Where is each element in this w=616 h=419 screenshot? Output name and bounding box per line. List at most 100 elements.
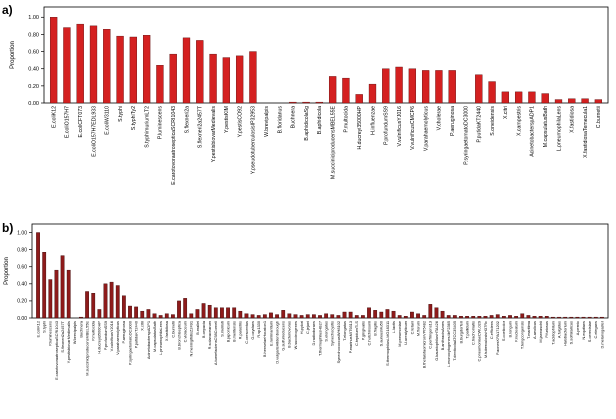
x-tick-label: H.ducreyi35000HP <box>97 321 102 354</box>
y-axis-label: Proportion <box>10 41 16 69</box>
bar <box>557 316 561 319</box>
bar <box>385 309 390 319</box>
x-tick-label: S.oneidensis <box>490 106 496 136</box>
x-tick-label: S.typhimuriumLT2 <box>144 106 150 148</box>
x-tick-label: M.capsulatusBath <box>152 321 157 352</box>
x-tick-label: X.fastidiosaTemecula1 <box>583 106 589 158</box>
x-tick-label: T.pallidum <box>464 321 469 339</box>
bar <box>489 315 494 319</box>
x-tick-label: C.tepidumTLS <box>354 321 359 346</box>
x-tick-label: X.fastidiosa <box>570 106 576 133</box>
x-tick-label: N.meningitidisZ2491 <box>189 321 194 356</box>
x-tick-label: AcinetobacterspADP1 <box>146 321 151 359</box>
bar <box>169 53 177 104</box>
x-tick-label: B.burgdorferi <box>458 321 463 344</box>
x-tick-label: S.thermophilusLMG18311 <box>385 321 390 366</box>
bar <box>275 314 279 319</box>
x-tick-label: P.putidaKT2440 <box>133 320 138 348</box>
x-tick-label: D.vulgarisHildenborough <box>274 321 279 364</box>
bar <box>222 57 231 104</box>
y-tick-label: 1.00 <box>17 230 27 236</box>
bar <box>140 310 145 319</box>
x-tick-label: C.crescentus <box>244 321 249 344</box>
x-tick-label: P.putidaKT2440 <box>477 106 483 143</box>
bar <box>196 40 204 104</box>
x-tick-label: P.multocida <box>344 106 350 133</box>
x-tick-label: P.gingivalis <box>360 321 365 340</box>
bar <box>232 307 237 319</box>
bar <box>189 313 194 319</box>
bar <box>134 306 139 319</box>
bar <box>328 76 337 104</box>
x-tick-label: M.succiniciproducensMBEL55E <box>330 105 336 178</box>
bar <box>520 313 525 319</box>
x-tick-label: E.ruminantium <box>268 321 273 346</box>
x-tick-label: C.elegans <box>593 321 598 339</box>
bar <box>368 83 377 104</box>
x-tick-label: S.flexneri2a2457T <box>198 105 204 148</box>
y-tick-label: 0.80 <box>17 247 27 253</box>
bar <box>391 310 396 319</box>
bar <box>195 309 200 319</box>
y-tick-label: 0.00 <box>28 101 39 107</box>
bar <box>85 291 89 319</box>
x-tick-label: V.vulnificusCMCP6 <box>410 106 416 150</box>
x-tick-label: R.solanacearum <box>207 321 212 349</box>
bar <box>397 315 402 319</box>
bar <box>238 310 243 319</box>
x-tick-label: Buchnera <box>291 106 297 128</box>
bar <box>594 99 603 104</box>
x-tick-label: P.luminescens <box>158 106 164 139</box>
bar <box>262 314 267 319</box>
bar <box>42 251 47 319</box>
x-tick-label: M.jannaschii <box>538 321 543 343</box>
x-tick-label: X.campestris <box>516 106 522 136</box>
x-tick-label: Synechocystis <box>330 321 335 346</box>
x-tick-label: E.carotovoraatrosepticaSCRI1043 <box>54 321 59 380</box>
bar <box>91 293 96 319</box>
panel-label: b) <box>2 221 13 235</box>
bar <box>488 81 496 104</box>
x-tick-label: W.succinogenes <box>293 321 298 349</box>
x-tick-label: T.elongatus <box>342 321 347 341</box>
x-tick-label: H.pylori <box>299 321 304 334</box>
x-tick-label: V.parahaemolyticus <box>423 106 429 151</box>
bar <box>235 55 244 104</box>
bar <box>249 51 257 104</box>
x-tick-label: D.radiodurans <box>311 321 316 345</box>
x-tick-label: G.sulfurreducens <box>281 321 286 351</box>
x-tick-label: A.pernix <box>575 321 580 335</box>
x-tick-label: E.coliO157H7 <box>65 106 71 138</box>
x-tick-label: P.furiosus <box>544 321 549 338</box>
x-tick-label: D.melanogaster <box>599 320 604 348</box>
bar <box>220 307 224 319</box>
y-tick-label: 0.20 <box>17 299 27 305</box>
plot-frame <box>43 6 609 104</box>
x-tick-label: X.citri <box>503 106 509 119</box>
x-tick-label: C.perfringens13 <box>428 321 433 349</box>
bar <box>183 298 188 319</box>
x-tick-label: P.profundumSS9 <box>103 321 108 350</box>
bar <box>526 315 531 319</box>
bar <box>421 70 430 104</box>
x-tick-label: S.flexneri2a2457T <box>60 320 65 352</box>
y-tick-label: 0.40 <box>17 282 27 288</box>
x-tick-label: E.coliCFT073 <box>78 106 84 138</box>
bar <box>422 315 427 319</box>
y-tick-label: 1.00 <box>28 15 39 21</box>
x-tick-label: A.fulgidus <box>556 321 561 338</box>
bar <box>501 91 510 104</box>
bar <box>201 303 206 319</box>
bar <box>115 285 120 319</box>
bar <box>311 314 316 319</box>
bar <box>593 316 598 319</box>
x-tick-label: C.violaceum <box>183 321 188 342</box>
y-tick-label: 0.60 <box>17 264 27 270</box>
x-tick-label: M.tuberculosisH37Rv <box>483 321 488 358</box>
y-axis-label: Proportion <box>4 257 10 285</box>
bar <box>354 315 359 319</box>
x-tick-label: T.denticolaATCC35405 <box>452 321 457 361</box>
bar <box>395 66 403 104</box>
x-tick-label: C.hutchinsonii <box>366 321 371 346</box>
